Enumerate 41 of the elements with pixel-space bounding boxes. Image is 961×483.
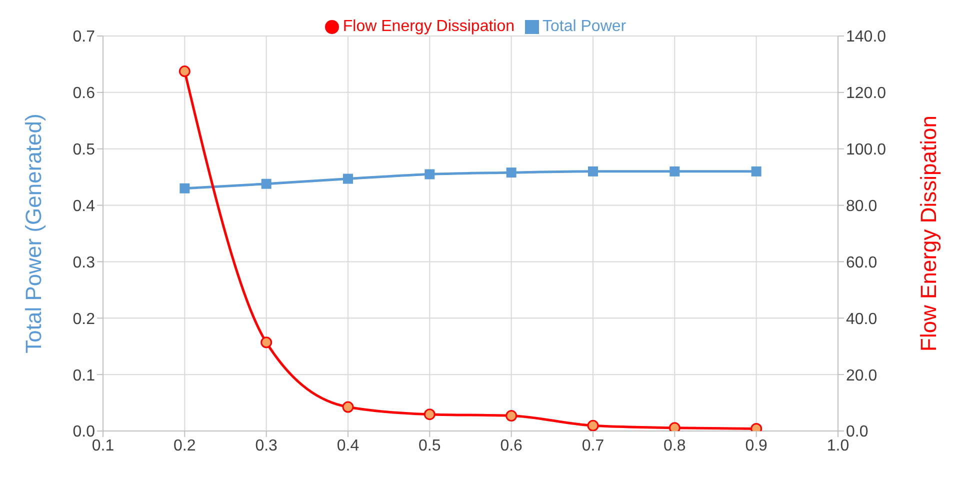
point: [180, 183, 190, 194]
y2-tick-label: 100.0: [846, 142, 886, 159]
point: [424, 408, 436, 420]
y2-tick-label: 20.0: [846, 367, 878, 384]
x-tick-label: 0.7: [582, 437, 604, 454]
y2-tick-label: 60.0: [846, 254, 878, 272]
y-tick-label: 0.3: [72, 254, 96, 272]
y2-tick-label: 40.0: [846, 310, 878, 328]
x-tick-label: 0.6: [500, 437, 523, 454]
point: [506, 168, 516, 178]
point: [588, 166, 598, 176]
legend-label: Flow Energy Dissipation: [342, 18, 515, 35]
y-tick-label: 0.4: [72, 198, 96, 215]
point: [668, 422, 680, 431]
legend-label: Total Power: [542, 18, 626, 35]
y-tick-label: 0.1: [72, 367, 96, 384]
point: [178, 66, 190, 78]
point: [261, 178, 272, 189]
point: [424, 169, 435, 180]
point: [751, 166, 762, 176]
point: [670, 166, 680, 176]
x-tick-label: 0.3: [255, 437, 278, 454]
point: [506, 410, 518, 422]
point: [343, 174, 353, 184]
x-tick-label: 0.2: [174, 437, 196, 454]
point: [342, 401, 354, 413]
y2-tick-label: 120.0: [846, 85, 886, 102]
y2-tick-label: 140.0: [846, 28, 886, 46]
y-tick-label: 0.7: [72, 28, 96, 46]
y-axis-title: Total Power (Generated): [20, 114, 46, 354]
point: [587, 420, 599, 431]
y2-axis-title: Flow Energy Dissipation: [916, 116, 941, 352]
x-tick-label: 0.5: [418, 437, 441, 454]
point: [260, 336, 272, 348]
y-tick-label: 0.6: [72, 85, 96, 102]
x-tick-label: 0.8: [664, 437, 686, 454]
y2-tick-label: 80.0: [846, 198, 878, 215]
x-tick-label: 0.9: [745, 437, 768, 454]
x-tick-label: 0.4: [336, 437, 360, 454]
y-tick-label: 0.2: [72, 310, 96, 328]
y-tick-label: 0.5: [72, 142, 96, 159]
